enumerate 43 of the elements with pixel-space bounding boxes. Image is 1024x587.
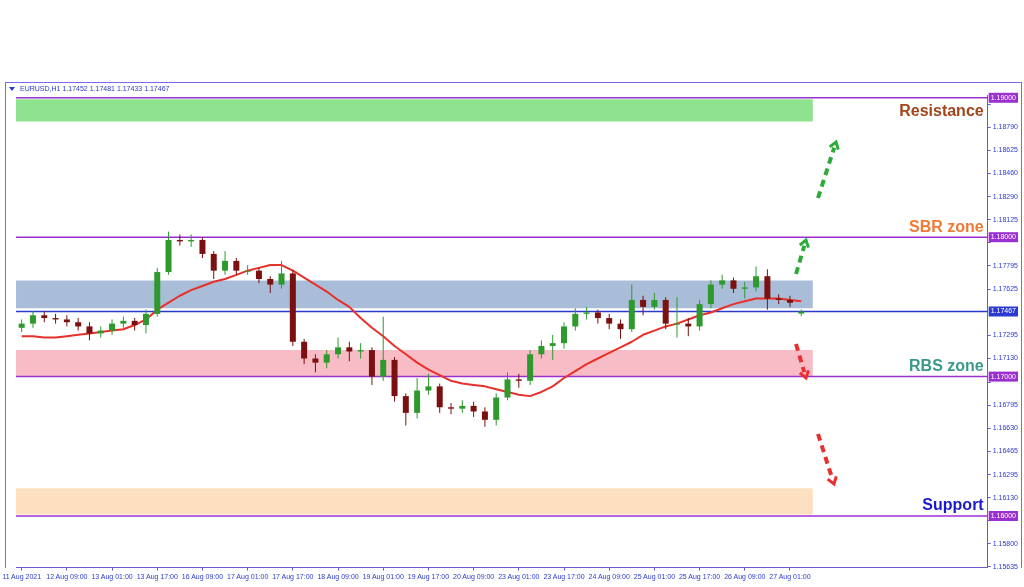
candlestick [493, 392, 500, 426]
candlestick [414, 377, 421, 419]
candlestick [86, 321, 93, 341]
candlestick [425, 373, 432, 396]
candlestick [380, 316, 387, 382]
candlestick [346, 341, 353, 362]
annotation: Support [922, 496, 985, 514]
candlestick [448, 402, 455, 415]
candlestick [142, 309, 149, 334]
candlestick [244, 264, 251, 276]
candlestick [753, 265, 760, 293]
candlestick [210, 250, 217, 280]
candlestick [572, 307, 579, 332]
candlestick [312, 353, 319, 373]
candlestick [764, 268, 771, 311]
candlestick [594, 309, 601, 325]
candlestick [549, 334, 556, 361]
candlestick [402, 392, 409, 426]
candlestick [323, 349, 330, 369]
candlestick [278, 260, 285, 290]
candlestick [561, 321, 567, 350]
annotation: SBR zone [909, 217, 984, 235]
annotation: Resistance [899, 102, 984, 120]
candlestick [538, 339, 545, 359]
candlestick [481, 406, 488, 428]
candlestick [436, 383, 443, 414]
candlestick [301, 338, 308, 365]
candlestick [109, 318, 116, 336]
candlestick [63, 314, 70, 327]
candlestick [617, 318, 624, 340]
candlestick [662, 296, 669, 330]
candlestick [335, 337, 342, 359]
candlestick [255, 267, 262, 284]
candlestick [696, 299, 703, 332]
candlestick [222, 250, 229, 276]
annotation: RBS zone [909, 357, 984, 375]
candlestick [199, 236, 206, 259]
candlestick [707, 279, 714, 309]
candlestick [673, 296, 680, 339]
candlestick [504, 371, 511, 401]
candlestick [786, 295, 793, 308]
candlestick [29, 310, 36, 329]
candlestick [640, 295, 647, 316]
